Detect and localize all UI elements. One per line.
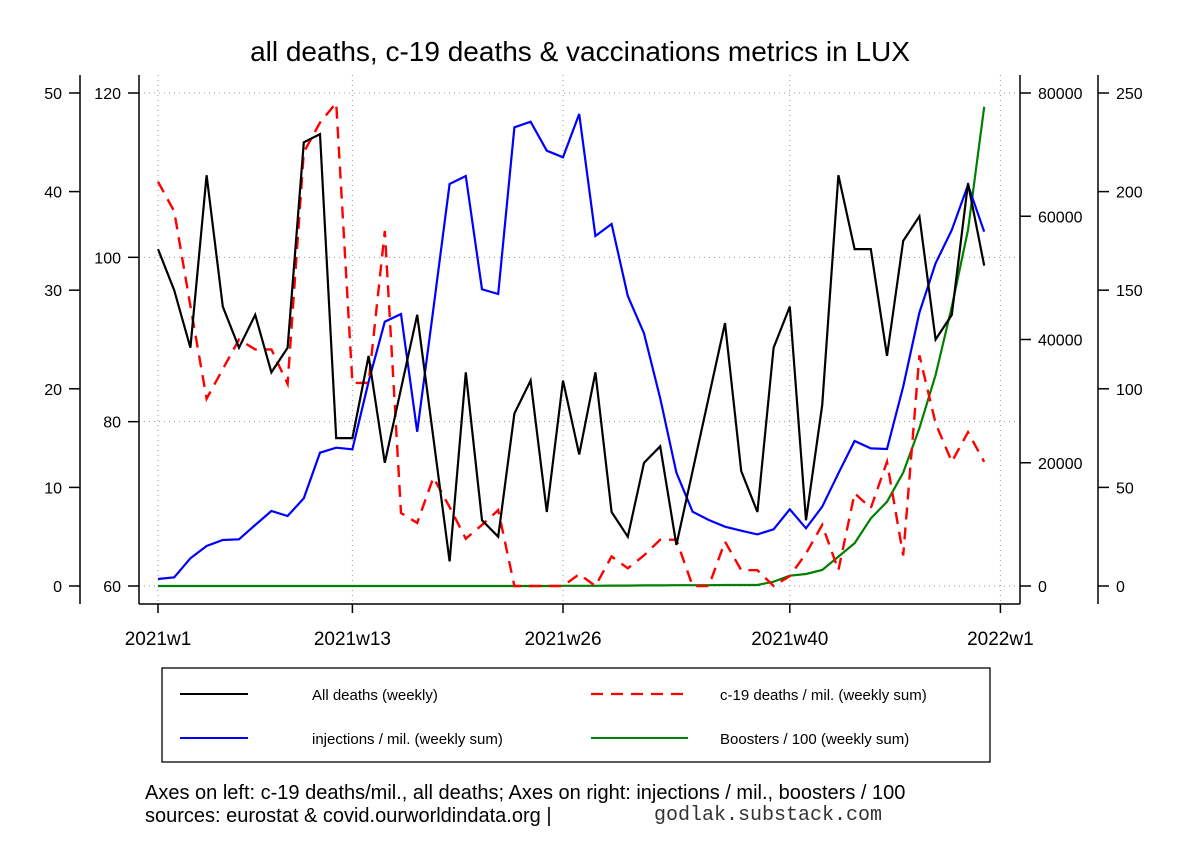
legend-label-boosters: Boosters / 100 (weekly sum) — [720, 731, 909, 748]
x-tick-label: 2022w1 — [967, 629, 1034, 650]
footer-axes-note: Axes on left: c-19 deaths/mil., all deat… — [145, 782, 905, 804]
left-inner-axis-tick-label: 100 — [94, 250, 121, 267]
right-outer-axis-tick-label: 100 — [1116, 382, 1143, 399]
legend-label-injections: injections / mil. (weekly sum) — [312, 731, 503, 748]
right-inner-axis-tick-label: 20000 — [1038, 456, 1083, 473]
left-inner-axis-tick-label: 80 — [103, 415, 121, 432]
right-outer-axis-tick-label: 250 — [1116, 86, 1143, 103]
series-group — [156, 99, 986, 588]
right-inner-axis-tick-label: 80000 — [1038, 86, 1083, 103]
x-tick-label: 2021w13 — [314, 629, 391, 650]
right-outer-axis-tick-label: 150 — [1116, 283, 1143, 300]
right-inner-axis-tick-label: 60000 — [1038, 209, 1083, 226]
x-tick-label: 2021w40 — [751, 629, 828, 650]
left-outer-axis-tick-label: 40 — [44, 185, 62, 202]
left-inner-axis-tick-label: 60 — [103, 579, 121, 596]
chart-title: all deaths, c-19 deaths & vaccinations m… — [250, 36, 910, 67]
legend-label-all-deaths: All deaths (weekly) — [312, 687, 438, 704]
right-inner-axis-tick-label: 40000 — [1038, 333, 1083, 350]
grid — [139, 75, 1020, 604]
x-tick-label: 2021w1 — [125, 629, 192, 650]
left-inner-axis-tick-label: 120 — [94, 86, 121, 103]
series-line-boosters — [158, 106, 986, 588]
axes: 2021w1 2021w13 2021w26 2021w40 2022w1 0 10 20 30… — [44, 75, 1143, 650]
right-outer-axis-tick-label: 200 — [1116, 185, 1143, 202]
footer-sources: sources: eurostat & covid.ourworldindata… — [145, 805, 552, 827]
legend-box — [161, 667, 991, 763]
series-line-all-deaths — [156, 132, 986, 562]
legend: All deaths (weekly) c-19 deaths / mil. (… — [161, 667, 991, 763]
right-inner-axis-tick-label: 0 — [1038, 579, 1047, 596]
x-tick-label: 2021w26 — [524, 629, 601, 650]
left-outer-axis-tick-label: 10 — [44, 480, 62, 497]
footer-credit: godlak.substack.com — [654, 804, 882, 827]
right-outer-axis-tick-label: 0 — [1116, 579, 1125, 596]
left-outer-axis-tick-label: 20 — [44, 382, 62, 399]
left-outer-axis-tick-label: 50 — [44, 86, 62, 103]
left-outer-axis-tick-label: 0 — [53, 579, 62, 596]
left-outer-axis-tick-label: 30 — [44, 283, 62, 300]
series-line-injections — [157, 113, 986, 581]
legend-label-c19-deaths: c-19 deaths / mil. (weekly sum) — [720, 687, 927, 704]
series-line-c19-deaths — [156, 99, 986, 588]
right-outer-axis-tick-label: 50 — [1116, 480, 1134, 497]
